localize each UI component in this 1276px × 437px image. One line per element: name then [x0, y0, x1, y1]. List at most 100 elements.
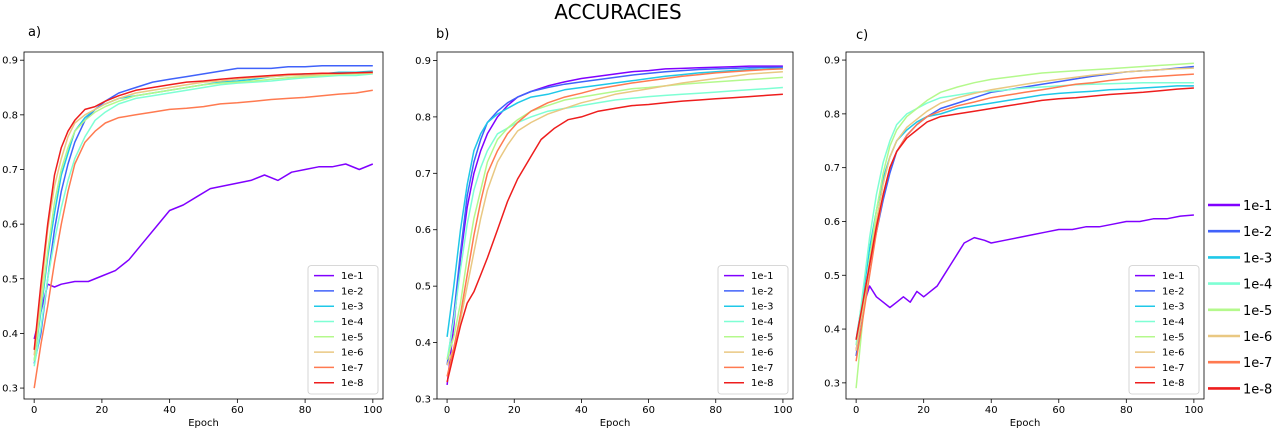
legend-label: 1e-1 [1162, 271, 1185, 282]
legend-label: 1e-7 [1162, 363, 1185, 374]
y-tick-label: 0.7 [2, 165, 18, 176]
legend: 1e-1 1e-2 1e-3 1e-4 1e-5 1e-6 1e-7 1e-8 [717, 265, 789, 395]
shared-legend-label: 1e-8 [1243, 382, 1272, 397]
shared-legend-label: 1e-6 [1243, 330, 1272, 345]
legend-label: 1e-3 [751, 302, 774, 313]
series-line-1e-6 [446, 70, 783, 366]
x-tick-label: 20 [917, 405, 930, 416]
y-tick-label: 0.8 [2, 110, 18, 121]
y-tick-label: 0.3 [2, 384, 18, 395]
x-tick-label: 40 [985, 405, 998, 416]
y-tick-label: 0.5 [2, 274, 18, 285]
series-line-1e-1 [855, 214, 1194, 351]
legend-label: 1e-6 [341, 348, 364, 359]
y-tick-label: 0.5 [824, 271, 840, 282]
series-line-1e-5 [855, 62, 1194, 389]
legend-label: 1e-1 [751, 271, 774, 282]
series-line-1e-5 [446, 76, 783, 360]
y-tick-label: 0.6 [824, 217, 840, 228]
x-tick-label: 80 [1120, 405, 1133, 416]
x-tick-label: 40 [163, 405, 176, 416]
x-tick-label: 0 [853, 405, 859, 416]
y-tick-label: 0.4 [2, 329, 18, 340]
panel-label: a) [28, 25, 41, 40]
plot-frame [845, 51, 1205, 400]
x-tick-label: 100 [773, 405, 792, 416]
series-line-1e-4 [33, 73, 373, 367]
series-line-1e-3 [855, 85, 1194, 340]
x-tick-label: 0 [444, 405, 450, 416]
series-line-1e-6 [33, 72, 373, 356]
legend-label: 1e-3 [341, 302, 364, 313]
y-tick-label: 0.6 [2, 220, 18, 231]
shared-legend-label: 1e-1 [1243, 199, 1272, 214]
panel-label: b) [436, 27, 449, 42]
x-tick-label: 80 [709, 405, 722, 416]
legend-label: 1e-5 [341, 332, 364, 343]
panel-b: b) 0 20 40 60 80 100 0.3 0.4 0.5 0.6 0.7 0.8 0.9 Epoc… [415, 27, 794, 429]
shared-legend: 1e-1 1e-2 1e-3 1e-4 1e-5 1e-6 1e-7 1e-8 [1208, 199, 1272, 397]
y-tick-label: 0.7 [415, 169, 431, 180]
series-line-1e-1 [33, 163, 374, 340]
x-tick-label: 0 [31, 405, 37, 416]
legend-box [717, 265, 789, 395]
y-tick-label: 0.4 [415, 338, 431, 349]
legend-label: 1e-4 [1162, 317, 1185, 328]
x-tick-label: 60 [231, 405, 244, 416]
legend-label: 1e-7 [751, 363, 774, 374]
figure-title: ACCURACIES [554, 0, 682, 24]
legend: 1e-1 1e-2 1e-3 1e-4 1e-5 1e-6 1e-7 1e-8 [307, 265, 379, 395]
shared-legend-label: 1e-4 [1243, 278, 1272, 293]
x-axis-label: Epoch [600, 418, 631, 429]
legend: 1e-1 1e-2 1e-3 1e-4 1e-5 1e-6 1e-7 1e-8 [1128, 265, 1200, 395]
legend-label: 1e-5 [1162, 332, 1185, 343]
y-tick-label: 0.8 [415, 112, 431, 123]
series-line-1e-8 [446, 93, 783, 383]
shared-legend-label: 1e-3 [1243, 251, 1272, 266]
shared-legend-label: 1e-7 [1243, 356, 1272, 371]
x-tick-label: 20 [96, 405, 109, 416]
panel-label: c) [856, 28, 868, 43]
legend-label: 1e-8 [341, 378, 364, 389]
legend-label: 1e-7 [341, 363, 364, 374]
y-tick-label: 0.3 [824, 378, 840, 389]
legend-label: 1e-1 [341, 271, 364, 282]
series-line-1e-4 [446, 86, 783, 360]
legend-label: 1e-6 [1162, 348, 1185, 359]
plot-frame [23, 51, 384, 400]
x-tick-label: 20 [508, 405, 521, 416]
legend-label: 1e-4 [341, 317, 364, 328]
panel-c: c) 0 20 40 60 80 100 0.3 0.4 0.5 0.6 0.7 0.8 0.9 Epoc… [824, 28, 1205, 429]
plot-frame [436, 51, 794, 400]
y-tick-label: 0.9 [824, 56, 840, 67]
x-tick-label: 40 [575, 405, 588, 416]
y-tick-label: 0.9 [2, 56, 18, 67]
y-tick-label: 0.7 [824, 163, 840, 174]
series-line-1e-1 [446, 65, 783, 385]
y-tick-label: 0.3 [415, 395, 431, 406]
series-line-1e-3 [446, 67, 783, 337]
legend-label: 1e-3 [1162, 302, 1185, 313]
shared-legend-label: 1e-2 [1243, 225, 1272, 240]
x-tick-label: 60 [642, 405, 655, 416]
x-axis-label: Epoch [188, 418, 219, 429]
legend-label: 1e-8 [1162, 378, 1185, 389]
y-tick-label: 0.6 [415, 225, 431, 236]
legend-label: 1e-2 [1162, 286, 1185, 297]
y-tick-label: 0.5 [415, 282, 431, 293]
x-axis-label: Epoch [1010, 418, 1041, 429]
series-line-1e-2 [33, 64, 373, 364]
series-line-1e-8 [33, 71, 373, 350]
legend-label: 1e-5 [751, 332, 774, 343]
series-line-1e-7 [33, 89, 373, 389]
panel-a: a) 0 20 40 60 80 100 0.3 0.4 0.5 0.6 0.7 0.8 0.9 Epoc… [2, 25, 384, 429]
shared-legend-label: 1e-5 [1243, 304, 1272, 319]
series-line-1e-5 [33, 72, 373, 361]
legend-label: 1e-2 [341, 286, 364, 297]
y-tick-label: 0.9 [415, 56, 431, 67]
y-tick-label: 0.8 [824, 109, 840, 120]
x-tick-label: 60 [1052, 405, 1065, 416]
series-line-1e-8 [855, 87, 1194, 340]
series-line-1e-7 [446, 68, 783, 377]
legend-label: 1e-8 [751, 378, 774, 389]
